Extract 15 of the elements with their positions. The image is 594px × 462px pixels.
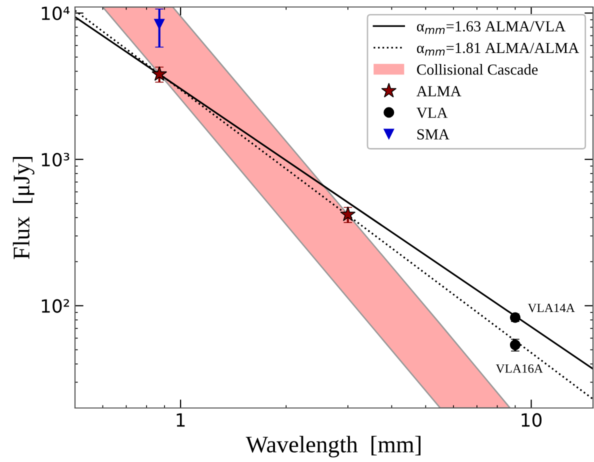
- legend-label: SMA: [417, 129, 450, 140]
- y-tick-label: 10³: [42, 152, 70, 167]
- y-tick-label: 10²: [42, 299, 69, 313]
- y-axis-title: Flux [μJy]: [12, 157, 34, 260]
- legend-label: ALMA: [416, 86, 462, 96]
- legend-label: α$_{mm}$=1.81 ALMA/ALMA: [416, 42, 580, 56]
- x-axis-title: Wavelength [mm]: [246, 436, 420, 458]
- annotation: VLA14A: [528, 304, 575, 312]
- legend-label: Collisional Cascade: [417, 64, 538, 75]
- legend-label: VLA: [416, 108, 448, 118]
- legend-label: α$_{mm}$=1.63 ALMA/VLA: [416, 21, 566, 34]
- y-tick-label: 10⁴: [42, 6, 70, 20]
- x-tick-label: 1: [176, 413, 185, 427]
- annotation: VLA16A: [496, 364, 543, 373]
- x-tick-label: 10: [522, 413, 542, 427]
